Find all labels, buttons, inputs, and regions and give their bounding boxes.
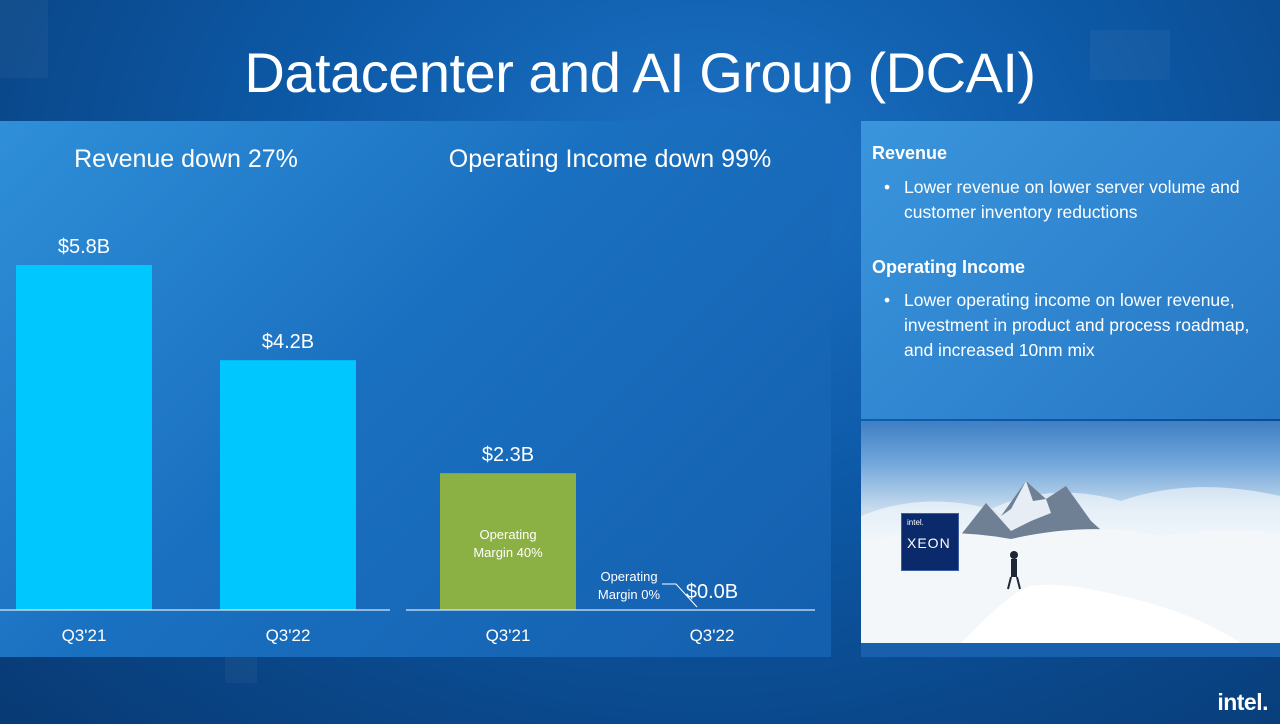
xeon-badge-product: XEON xyxy=(907,535,951,551)
income-value-label: $0.0B xyxy=(686,581,738,603)
margin-annotation: Operating xyxy=(600,569,657,584)
income-chart-title: Operating Income down 99% xyxy=(449,145,771,173)
income-bar-q3-21 xyxy=(440,473,576,610)
chart-panel: Revenue down 27% $5.8B $4.2B Q3'21 Q3'22… xyxy=(0,121,831,657)
revenue-value-label: $5.8B xyxy=(58,236,110,258)
intel-logo: intel. xyxy=(1217,689,1268,715)
revenue-x-tick: Q3'21 xyxy=(62,626,107,645)
image-footer-strip xyxy=(861,643,1280,657)
margin-annotation: Operating xyxy=(479,527,536,542)
revenue-bullet: Lower revenue on lower server volume and… xyxy=(884,175,1276,225)
annotation-leader-line xyxy=(662,583,698,608)
xeon-badge-brand: intel. xyxy=(907,518,924,527)
mountain-illustration xyxy=(861,481,1280,643)
revenue-heading: Revenue xyxy=(872,143,948,163)
background-decoration xyxy=(225,657,257,683)
page-title: Datacenter and AI Group (DCAI) xyxy=(244,40,1036,104)
background-decoration xyxy=(0,0,48,78)
revenue-bar-q3-21 xyxy=(16,265,152,610)
xeon-badge: intel. XEON xyxy=(901,513,959,571)
charts-svg: Revenue down 27% $5.8B $4.2B Q3'21 Q3'22… xyxy=(0,145,815,645)
margin-annotation: Margin 40% xyxy=(473,545,543,560)
revenue-bar-q3-22 xyxy=(220,360,356,610)
background-decoration xyxy=(1090,30,1170,80)
operating-income-heading: Operating Income xyxy=(872,257,1026,277)
revenue-x-tick: Q3'22 xyxy=(266,626,311,645)
margin-annotation: Margin 0% xyxy=(598,587,661,602)
revenue-chart-title: Revenue down 27% xyxy=(74,145,298,173)
income-x-tick: Q3'21 xyxy=(486,626,531,645)
xeon-mountain-image: intel. XEON xyxy=(861,421,1280,643)
commentary-panel: Revenue Lower revenue on lower server vo… xyxy=(861,121,1280,419)
income-value-label: $2.3B xyxy=(482,444,534,466)
income-x-tick: Q3'22 xyxy=(690,626,735,645)
operating-income-bullet: Lower operating income on lower revenue,… xyxy=(884,288,1276,363)
revenue-value-label: $4.2B xyxy=(262,331,314,353)
